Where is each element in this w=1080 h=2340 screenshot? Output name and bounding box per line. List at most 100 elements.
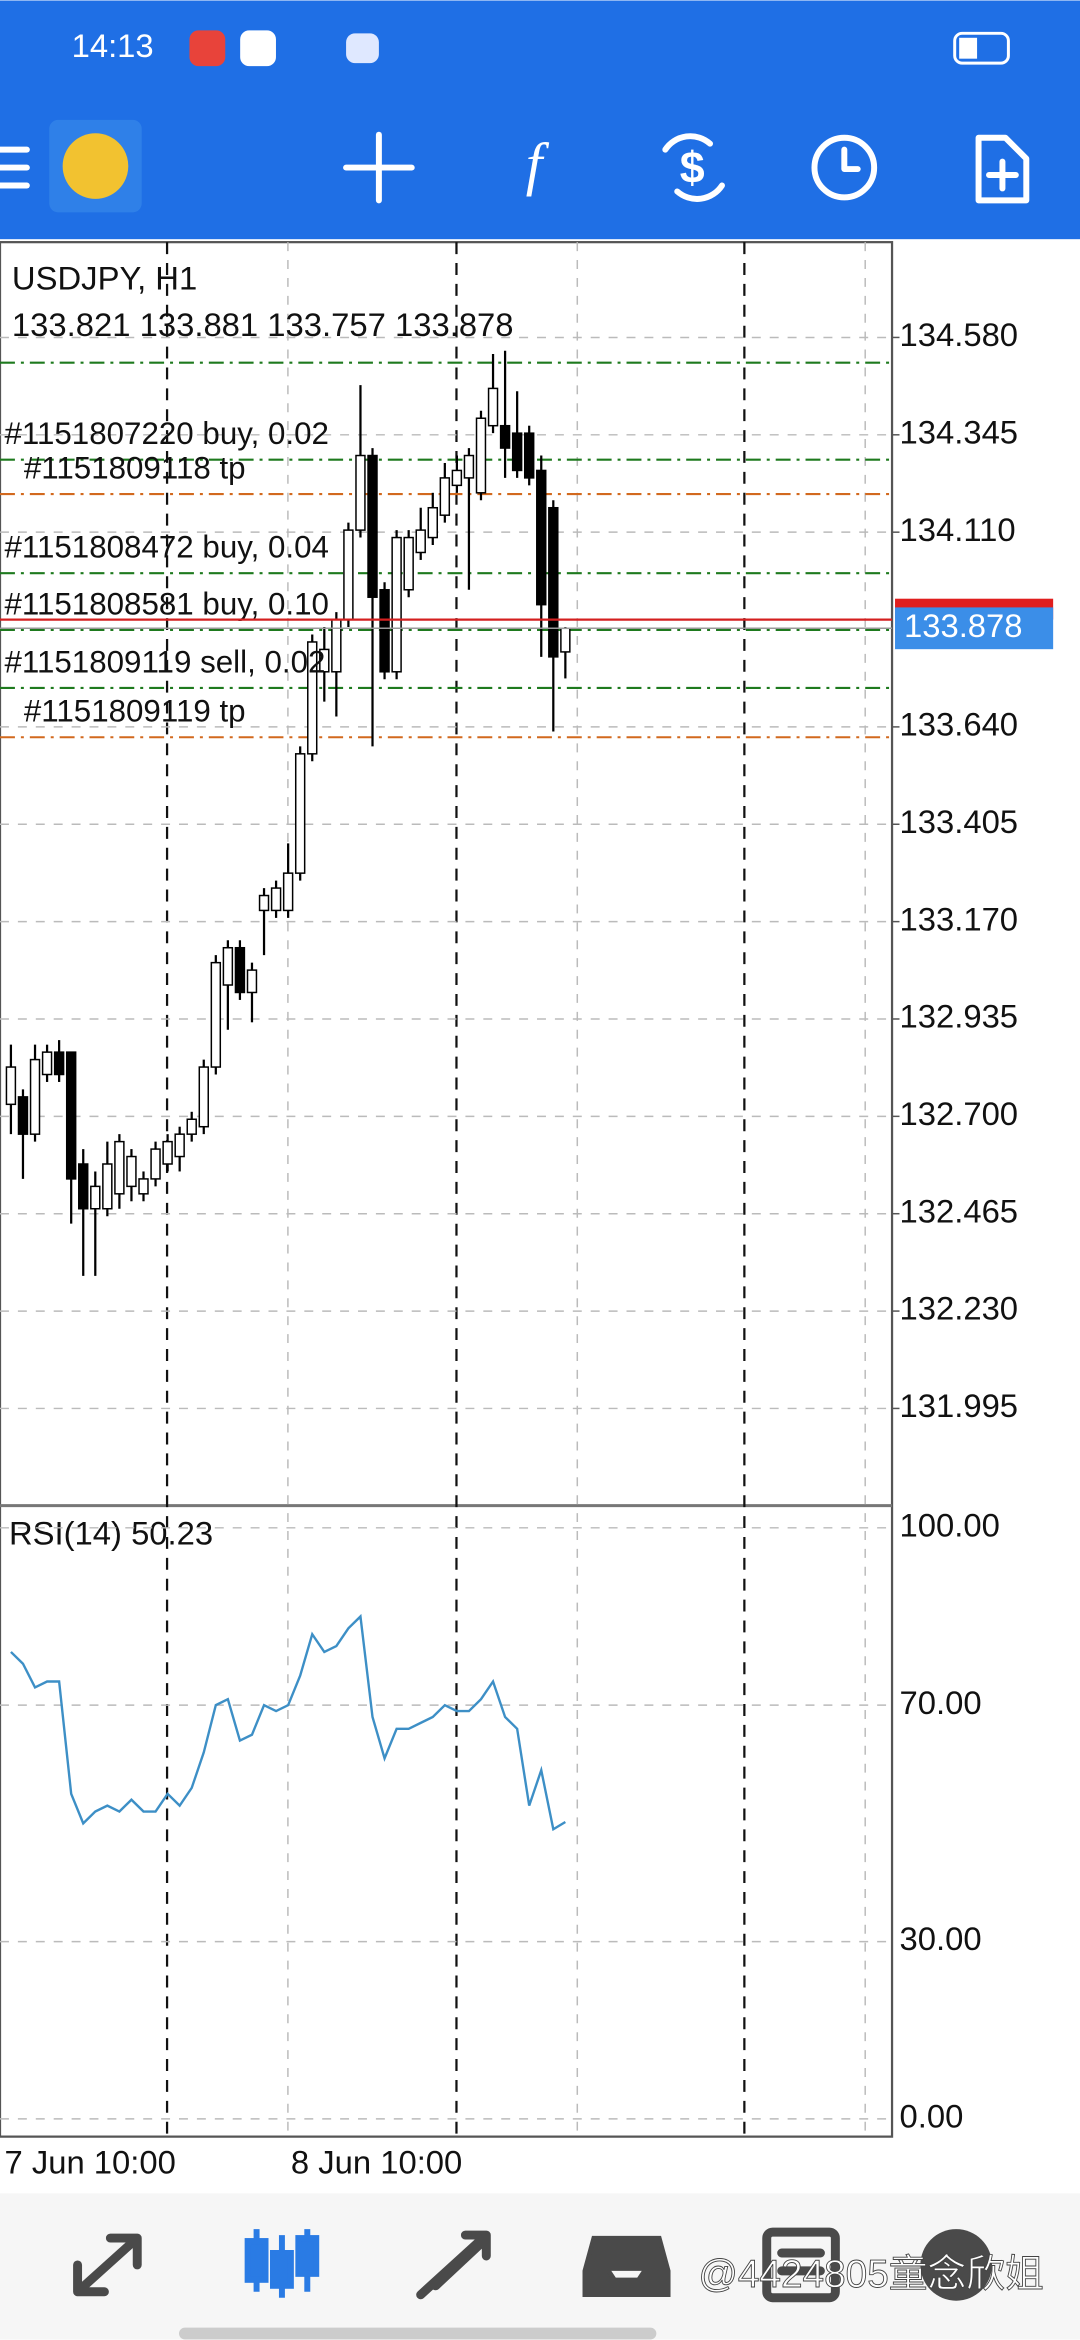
rsi-plot [0, 1527, 893, 2120]
bid-marker [895, 607, 1054, 650]
current-close: 133.878 [395, 306, 514, 343]
candle-body [294, 753, 306, 874]
new-order-button[interactable] [975, 134, 1030, 204]
y-tick-label: 132.465 [900, 1192, 1019, 1229]
current-low: 133.757 [267, 306, 386, 343]
candle-body [138, 1178, 149, 1195]
candle-body [403, 536, 414, 591]
candle-body [487, 387, 499, 427]
candle-body [210, 961, 222, 1068]
y-tick-label: 131.995 [900, 1387, 1019, 1424]
candle-body [174, 1133, 185, 1158]
y-tick-label: 134.110 [900, 511, 1016, 548]
candle-body [53, 1051, 65, 1076]
candle-body [331, 618, 342, 673]
rsi-tick-label: 70.00 [900, 1684, 982, 1721]
candle-body [319, 648, 330, 673]
y-tick-label: 133.640 [900, 706, 1019, 743]
bid-label: 133.878 [904, 607, 1023, 644]
candle-body [78, 1163, 89, 1210]
candle-body [379, 589, 390, 673]
app-logo-mark [62, 133, 129, 199]
menu-button[interactable] [0, 146, 30, 189]
time-grid [287, 242, 866, 2137]
watermark: @4424805童念欣姐 [698, 2253, 1043, 2296]
candle-body [548, 506, 559, 658]
status-time: 14:13 [72, 27, 154, 64]
candle-body [475, 417, 487, 494]
rsi-name: RSI(14) [9, 1514, 122, 1551]
candle-body [270, 887, 282, 912]
candle-body [150, 1148, 161, 1180]
candle-body [102, 1163, 113, 1210]
nav-chart[interactable] [244, 2229, 320, 2298]
candle-body [126, 1155, 137, 1188]
bottom-nav [0, 2193, 1080, 2340]
rsi-tick-label: 30.00 [900, 1920, 982, 1957]
candle-body [355, 454, 366, 531]
candle-body [511, 432, 523, 472]
status-icon [240, 30, 276, 67]
order-label: #1151807220 buy, 0.02 [4, 416, 328, 451]
app-bar [0, 0, 1080, 240]
crosshair-button[interactable] [343, 131, 415, 204]
period-separators [165, 242, 746, 2137]
candle-body [222, 946, 234, 986]
time-label: 8 Jun 10:00 [291, 2144, 462, 2181]
nav-news[interactable] [762, 2227, 840, 2303]
candle-body [234, 946, 246, 994]
status-icon [346, 33, 379, 64]
ohlc-header: 133.821 133.881 133.757 133.878 [12, 306, 514, 343]
y-tick-label: 134.345 [900, 413, 1019, 450]
candle-body [536, 469, 547, 606]
candle-body [523, 432, 535, 479]
nav-settings[interactable] [920, 2229, 992, 2301]
candle-body [427, 506, 438, 539]
svg-text:$: $ [680, 142, 705, 192]
nav-history[interactable] [582, 2235, 671, 2297]
order-label: #1151809118 tp [24, 450, 246, 485]
rsi-title: RSI(14) 50.23 [9, 1514, 213, 1551]
y-tick-label: 134.580 [900, 316, 1019, 353]
period-button[interactable] [811, 134, 878, 201]
battery [953, 31, 1010, 65]
nav-quotes[interactable] [73, 2233, 142, 2297]
candle-body [463, 454, 475, 479]
order-label: #1151808581 buy, 0.10 [4, 586, 328, 621]
status-icon [189, 30, 226, 67]
chart: USDJPY, H1 133.821 133.881 133.757 133.8… [0, 241, 1054, 2181]
current-open: 133.821 [12, 306, 131, 343]
rsi-line [10, 1613, 566, 1832]
candle-body [5, 1066, 17, 1106]
nav-trade[interactable] [416, 2230, 491, 2300]
candle-body [367, 454, 378, 598]
candle-body [162, 1140, 173, 1165]
y-tick-label: 133.170 [900, 900, 1019, 937]
candle-body [415, 529, 426, 554]
candle-body [186, 1118, 197, 1135]
home-indicator [179, 2327, 657, 2340]
candle-body [451, 469, 463, 487]
current-high: 133.881 [140, 306, 259, 343]
rsi-value: 50.23 [131, 1514, 213, 1551]
candle-body [41, 1051, 53, 1076]
order-label: #1151808472 buy, 0.04 [4, 530, 328, 565]
symbol-title: USDJPY, H1 [12, 260, 197, 297]
order-label: #1151809119 sell, 0.02 [4, 644, 325, 679]
candle-body [198, 1066, 209, 1128]
rsi-tick-label: 100.00 [900, 1506, 1000, 1543]
candle-body [114, 1140, 125, 1195]
candle-body [560, 627, 571, 653]
chart-frame [0, 241, 894, 2138]
time-label: 7 Jun 10:00 [4, 2144, 175, 2181]
candle-body [246, 969, 258, 994]
trade-button[interactable]: $ [662, 133, 725, 202]
order-label: #1151809119 tp [24, 694, 246, 729]
candle-body [307, 641, 318, 755]
battery-level [959, 37, 978, 59]
y-tick-label: 132.935 [900, 998, 1019, 1035]
candle-body [17, 1096, 29, 1135]
candle-body [391, 536, 402, 673]
candle-body [439, 477, 451, 516]
